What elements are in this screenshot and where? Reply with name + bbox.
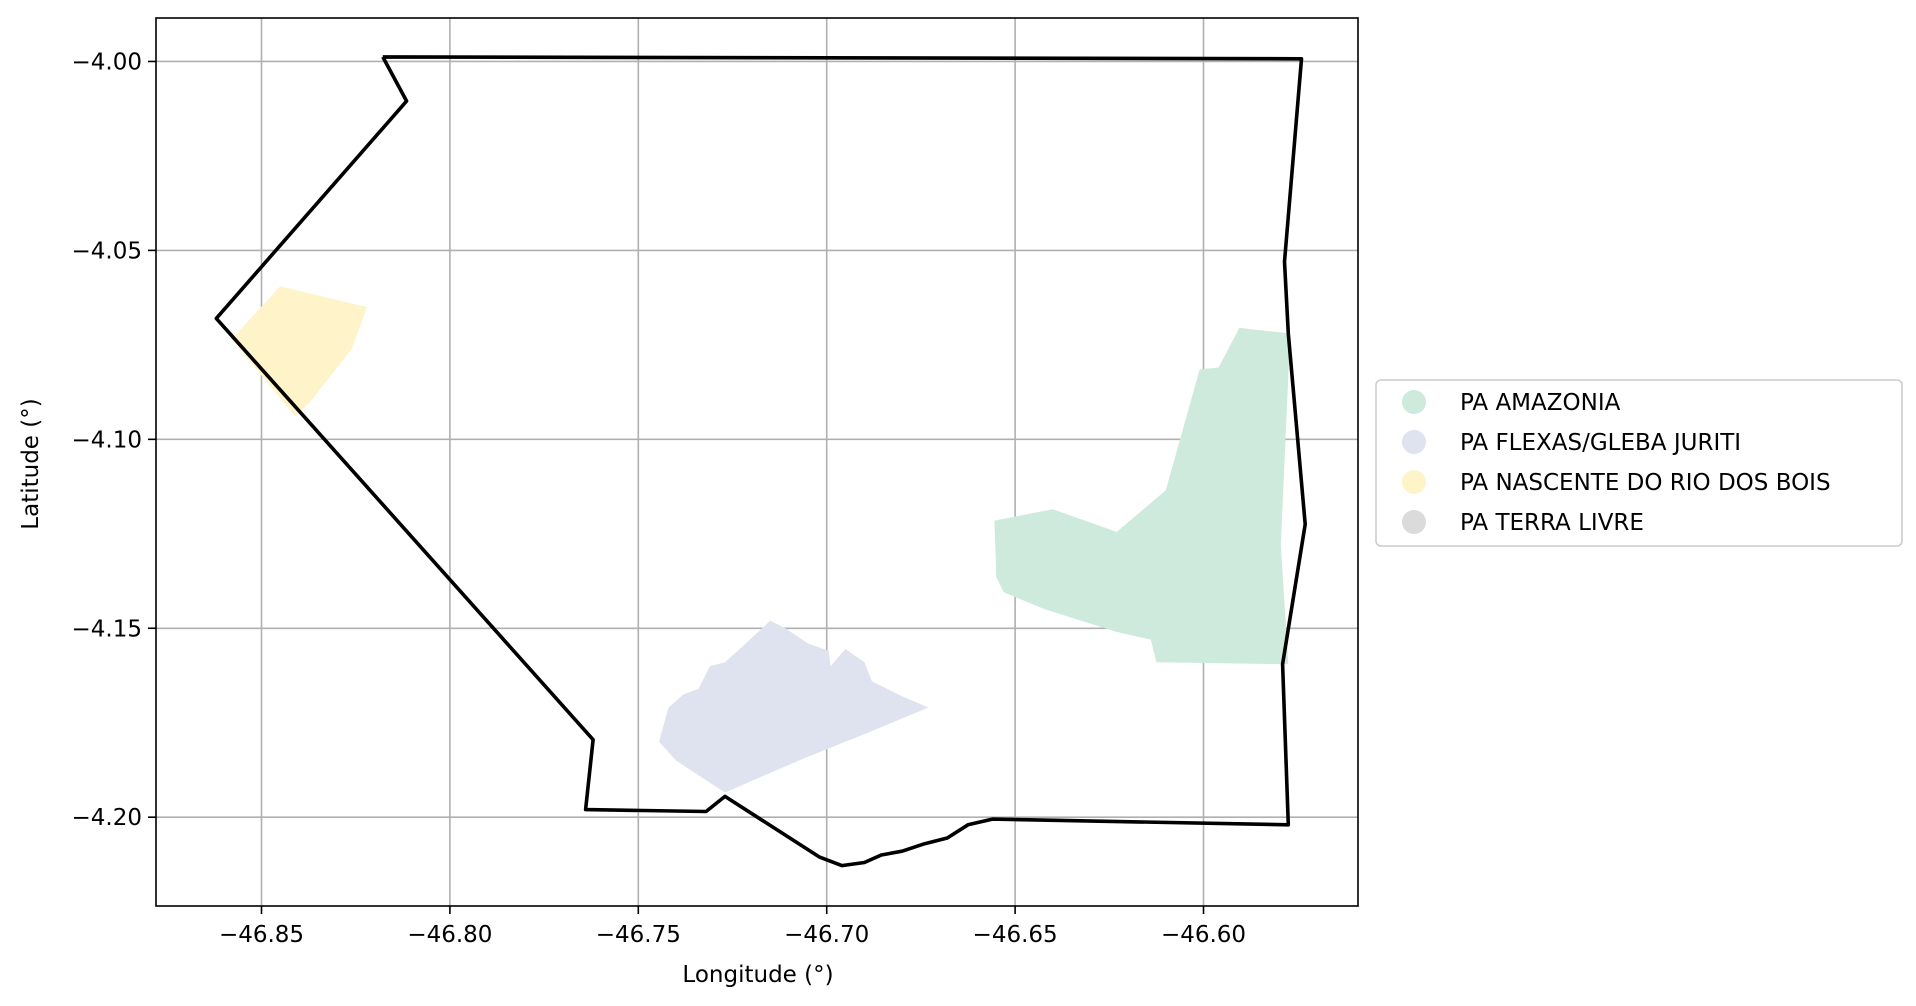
y-tick-label: −4.15: [72, 616, 142, 642]
area-pa-flexas-gleba-juriti: [659, 620, 929, 793]
x-tick-label: −46.85: [219, 922, 304, 948]
boundary-line: [214, 55, 1307, 868]
legend-marker: [1402, 510, 1426, 534]
x-axis-title: Longitude (°): [682, 962, 833, 988]
legend-label: PA AMAZONIA: [1460, 390, 1621, 416]
legend-label: PA FLEXAS/GLEBA JURITI: [1460, 430, 1741, 456]
x-tick-label: −46.75: [596, 922, 681, 948]
legend: PA AMAZONIA PA FLEXAS/GLEBA JURITI PA NASC…: [1375, 379, 1903, 547]
y-axis-title: Latitude (°): [18, 398, 44, 529]
y-tick-label: −4.05: [72, 238, 142, 264]
x-tick-label: −46.60: [1161, 922, 1246, 948]
x-tick-label: −46.70: [784, 922, 869, 948]
legend-marker: [1402, 390, 1426, 414]
legend-label: PA TERRA LIVRE: [1460, 510, 1644, 536]
axis-ticks: −46.85 −46.80 −46.75 −46.70 −46.65 −46.60 −4.0…: [72, 49, 1247, 948]
legend-marker: [1402, 470, 1426, 494]
x-tick-label: −46.65: [973, 922, 1058, 948]
y-tick-label: −4.00: [72, 49, 142, 75]
y-tick-label: −4.10: [72, 427, 142, 453]
settlement-areas: [231, 286, 1291, 793]
area-pa-nascente-do-rio-dos-bois: [231, 286, 367, 417]
plot-frame: [155, 17, 1359, 907]
area-pa-amazonia: [994, 327, 1291, 665]
legend-frame: [1375, 379, 1903, 547]
y-tick-label: −4.20: [72, 805, 142, 831]
municipality-boundary: [214, 55, 1307, 868]
legend-marker: [1402, 430, 1426, 454]
x-tick-label: −46.80: [407, 922, 492, 948]
legend-label: PA NASCENTE DO RIO DOS BOIS: [1460, 470, 1831, 496]
